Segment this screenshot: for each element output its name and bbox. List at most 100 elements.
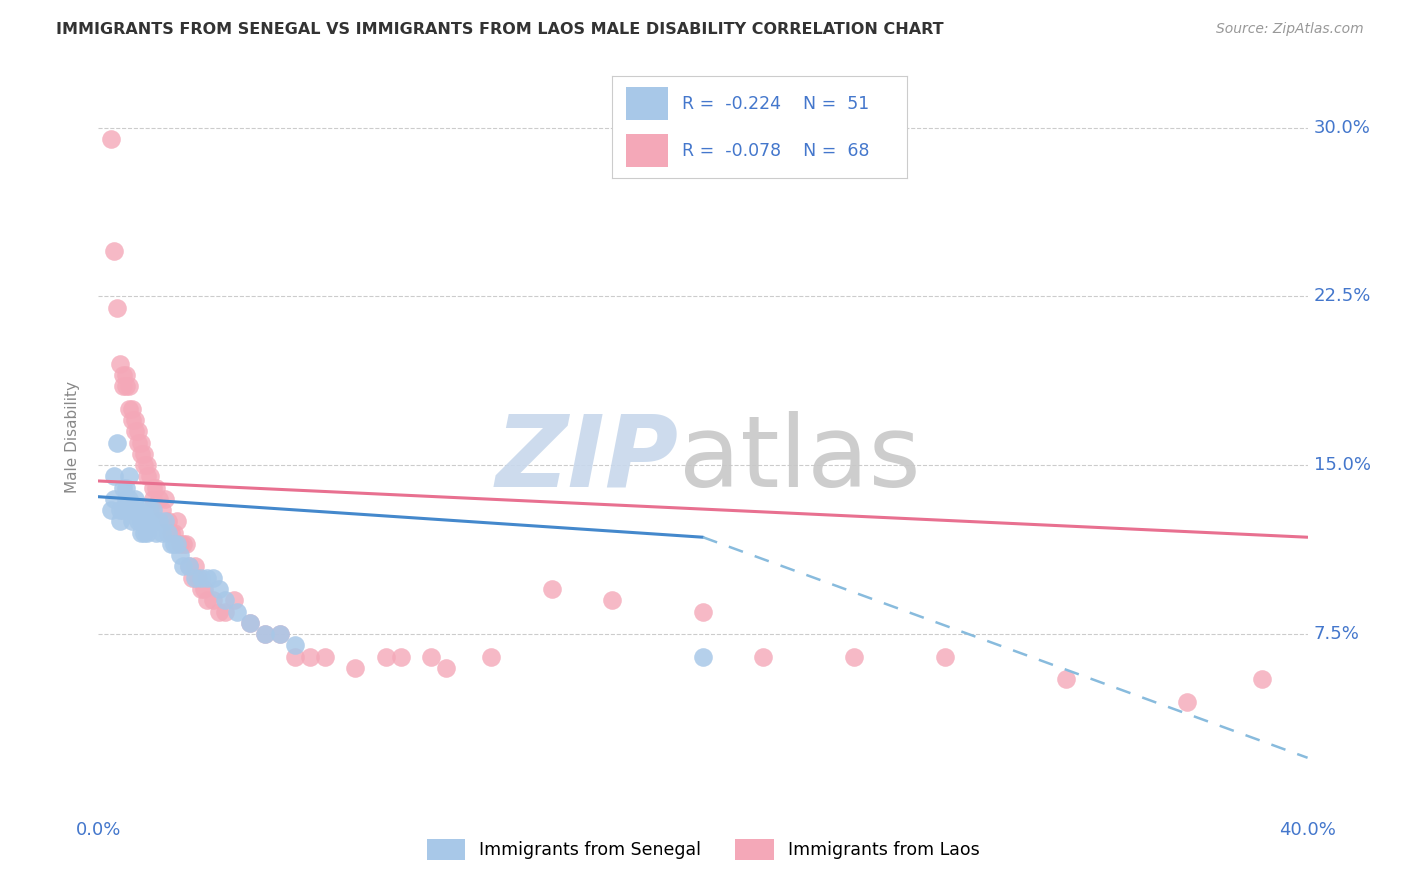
Point (202, 571, 225, 585)
Point (269, 627, 291, 641)
Point (135, 525, 157, 540)
Point (344, 661, 367, 675)
Point (226, 605, 249, 619)
Point (129, 447, 152, 461)
Point (934, 649, 956, 664)
Point (103, 244, 125, 259)
Point (142, 481, 165, 495)
Point (169, 548, 191, 562)
Text: ZIP: ZIP (496, 410, 679, 508)
Text: Male Disability: Male Disability (65, 381, 80, 493)
Point (172, 559, 194, 574)
Point (214, 593, 236, 607)
Point (124, 491, 146, 506)
Point (114, 379, 136, 393)
Point (153, 515, 176, 529)
Point (1054, 672, 1077, 686)
Point (208, 582, 231, 596)
Point (169, 537, 191, 551)
Point (284, 649, 307, 664)
Point (190, 582, 212, 596)
Point (184, 571, 207, 585)
Point (160, 525, 183, 540)
Point (139, 503, 162, 517)
Point (195, 593, 218, 607)
Point (299, 649, 322, 664)
Point (111, 368, 134, 383)
Point (160, 537, 183, 551)
Point (121, 401, 143, 416)
Point (434, 661, 457, 675)
Point (163, 525, 186, 540)
Point (132, 447, 155, 461)
Point (156, 525, 179, 540)
Text: R =  -0.078    N =  68: R = -0.078 N = 68 (682, 142, 870, 160)
Point (132, 458, 155, 473)
Point (374, 649, 396, 664)
Point (190, 571, 212, 585)
Point (103, 491, 125, 506)
Point (100, 132, 122, 146)
Point (150, 503, 173, 517)
Point (314, 649, 336, 664)
Point (118, 469, 141, 483)
Point (118, 401, 141, 416)
Text: 40.0%: 40.0% (1279, 821, 1336, 838)
Point (239, 615, 262, 630)
FancyBboxPatch shape (627, 135, 668, 167)
Text: 30.0%: 30.0% (1313, 119, 1371, 136)
Point (100, 503, 122, 517)
Point (108, 503, 131, 517)
Point (121, 413, 143, 427)
Point (108, 515, 131, 529)
Point (124, 503, 146, 517)
Text: atlas: atlas (679, 410, 921, 508)
Point (177, 559, 201, 574)
Point (132, 503, 155, 517)
Point (163, 537, 186, 551)
Point (111, 503, 134, 517)
Point (118, 491, 141, 506)
Point (1175, 694, 1198, 708)
Point (127, 425, 149, 439)
Point (177, 559, 201, 574)
Point (224, 593, 246, 607)
Point (135, 515, 157, 529)
Point (284, 638, 307, 652)
Point (105, 301, 128, 315)
Point (121, 503, 143, 517)
Point (1251, 672, 1274, 686)
Point (103, 469, 125, 483)
Point (105, 435, 128, 450)
Point (184, 559, 207, 574)
Text: 7.5%: 7.5% (1313, 625, 1360, 643)
Point (145, 525, 167, 540)
Point (481, 649, 503, 664)
Point (139, 469, 162, 483)
Point (172, 537, 194, 551)
Text: Source: ZipAtlas.com: Source: ZipAtlas.com (1216, 22, 1364, 37)
Point (844, 649, 866, 664)
Point (145, 481, 167, 495)
Point (239, 615, 262, 630)
Point (142, 491, 165, 506)
Point (114, 491, 136, 506)
Point (129, 525, 152, 540)
Point (540, 582, 562, 596)
Text: 0.0%: 0.0% (76, 821, 121, 838)
Point (135, 458, 157, 473)
Text: IMMIGRANTS FROM SENEGAL VS IMMIGRANTS FROM LAOS MALE DISABILITY CORRELATION CHAR: IMMIGRANTS FROM SENEGAL VS IMMIGRANTS FR… (56, 22, 943, 37)
Point (602, 593, 624, 607)
Point (118, 503, 141, 517)
Point (253, 627, 276, 641)
Point (214, 605, 236, 619)
Point (181, 571, 204, 585)
Point (129, 515, 152, 529)
Point (202, 593, 225, 607)
Point (156, 515, 179, 529)
Point (419, 649, 441, 664)
Point (114, 368, 136, 383)
Point (193, 582, 215, 596)
Text: 15.0%: 15.0% (1313, 456, 1371, 475)
Point (111, 379, 134, 393)
